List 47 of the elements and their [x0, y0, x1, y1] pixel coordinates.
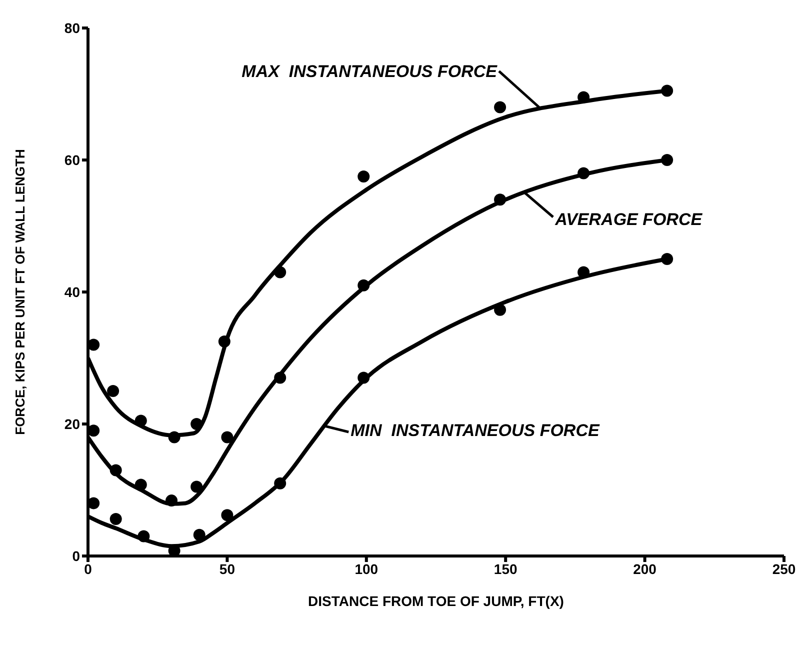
- point: [358, 372, 370, 384]
- x-tick-label: 100: [354, 560, 378, 577]
- x-tick-label: 250: [772, 560, 796, 577]
- point: [274, 266, 286, 278]
- x-tick-label: 150: [494, 560, 518, 577]
- point: [358, 279, 370, 292]
- point: [274, 477, 286, 490]
- point: [110, 513, 122, 526]
- point: [134, 414, 147, 427]
- point: [193, 528, 206, 541]
- point: [221, 431, 234, 444]
- point: [107, 385, 120, 397]
- point: [494, 304, 506, 316]
- point: [578, 167, 590, 180]
- point: [494, 101, 506, 114]
- point: [110, 464, 122, 476]
- point: [494, 194, 506, 206]
- point: [218, 336, 230, 348]
- point: [168, 431, 180, 444]
- point: [190, 480, 203, 493]
- annotation: MAX INSTANTANEOUS FORCE: [242, 62, 498, 82]
- x-tick-label: 200: [633, 560, 657, 577]
- x-axis-title: DISTANCE FROM TOE OF JUMP, FT(X): [308, 593, 564, 609]
- point: [661, 84, 674, 97]
- y-tick-label: 80: [64, 20, 80, 36]
- point: [166, 494, 178, 507]
- y-axis-title: FORCE, KIPS PER UNIT FT OF WALL LENGTH: [12, 149, 28, 435]
- point: [221, 509, 234, 522]
- y-tick-label: 0: [72, 548, 80, 564]
- y-tick-label: 40: [64, 284, 80, 300]
- point: [134, 478, 147, 491]
- y-tick-label: 20: [64, 416, 80, 432]
- point: [274, 372, 286, 384]
- point: [88, 497, 100, 510]
- x-tick-label: 0: [84, 560, 92, 577]
- point: [88, 424, 100, 437]
- point: [358, 170, 370, 182]
- point: [578, 91, 590, 104]
- y-tick-label: 60: [64, 152, 80, 168]
- point: [88, 338, 100, 351]
- x-tick-label: 50: [219, 560, 236, 577]
- annotation: AVERAGE FORCE: [554, 210, 703, 229]
- point: [661, 154, 674, 166]
- point: [190, 418, 203, 430]
- point: [138, 530, 150, 542]
- point: [661, 253, 674, 265]
- annotation: MIN INSTANTANEOUS FORCE: [350, 420, 600, 440]
